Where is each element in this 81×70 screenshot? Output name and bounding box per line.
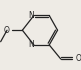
Text: N: N — [28, 11, 34, 20]
Text: O: O — [4, 26, 10, 35]
Text: O: O — [75, 54, 81, 63]
Text: N: N — [28, 40, 34, 49]
